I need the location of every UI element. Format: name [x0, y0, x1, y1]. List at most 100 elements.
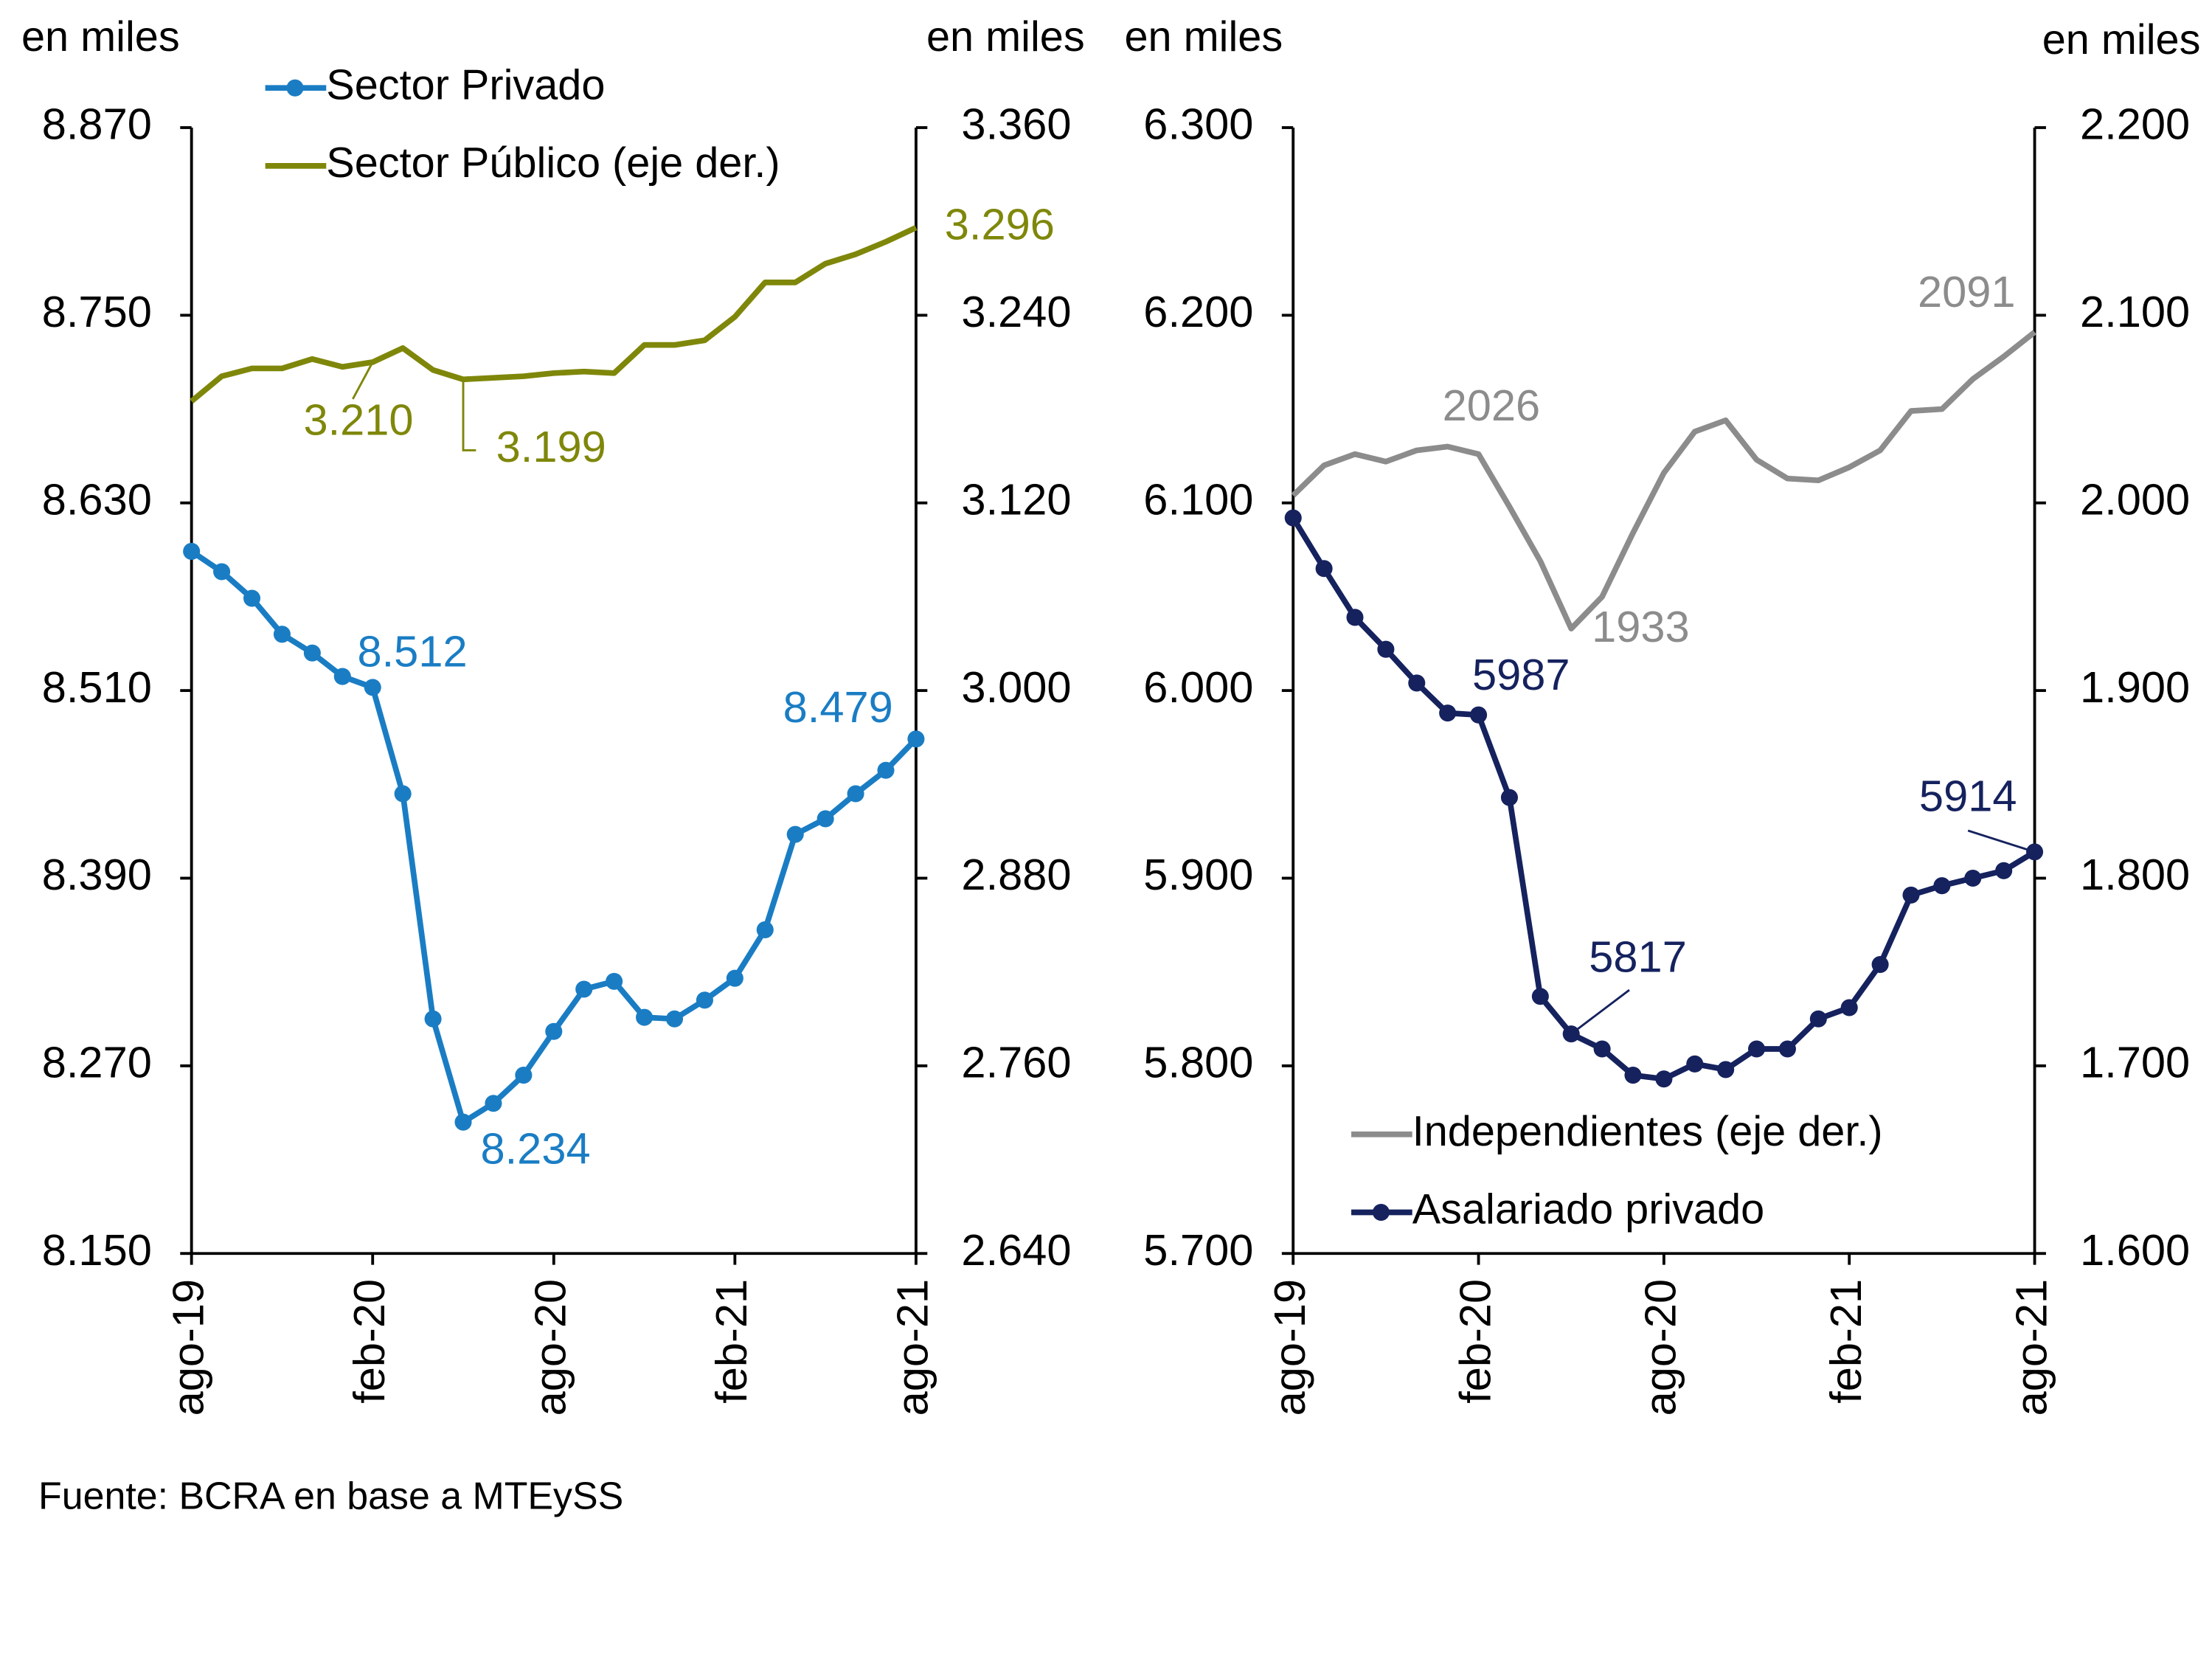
data-point: [1902, 886, 1920, 904]
data-point: [696, 991, 713, 1009]
y2-tick-label: 3.240: [961, 287, 1071, 336]
data-label: 5987: [1472, 650, 1570, 699]
y-tick-label: 8.630: [42, 474, 152, 524]
label-leader: [352, 361, 374, 400]
x-tick-label: ago-21: [2006, 1279, 2056, 1416]
data-point: [424, 1010, 442, 1028]
legend-marker: [286, 79, 304, 97]
data-point: [1470, 706, 1488, 724]
data-point: [907, 730, 925, 748]
data-point: [333, 668, 351, 685]
data-point: [273, 626, 291, 643]
data-point: [1346, 609, 1364, 626]
data-point: [213, 563, 231, 581]
data-point: [756, 921, 774, 938]
label-leader: [1570, 988, 1630, 1035]
data-label: 3.199: [496, 422, 606, 471]
y-tick-label: 5.900: [1143, 850, 1253, 899]
data-point: [183, 542, 201, 560]
x-tick-label: feb-21: [707, 1279, 756, 1404]
data-point: [636, 1008, 653, 1026]
y2-tick-label: 2.100: [2080, 287, 2190, 336]
data-point: [1871, 955, 1889, 974]
data-point: [545, 1022, 563, 1040]
data-point: [847, 785, 864, 803]
y2-tick-label: 3.360: [961, 100, 1071, 149]
data-point: [1284, 509, 1302, 527]
x-tick-label: ago-19: [163, 1279, 212, 1416]
y2-tick-label: 2.200: [2080, 100, 2190, 149]
y-tick-label: 5.800: [1143, 1038, 1253, 1087]
legend-label: Independientes (eje der.): [1412, 1108, 1883, 1155]
data-point: [485, 1095, 502, 1112]
x-tick-label: feb-21: [1821, 1279, 1871, 1404]
data-label: 3.210: [303, 395, 413, 444]
data-point: [454, 1113, 472, 1131]
y2-tick-label: 1.700: [2080, 1038, 2190, 1087]
data-label: 2091: [1918, 267, 2016, 316]
y2-axis-title: en miles: [2042, 16, 2201, 63]
y2-tick-label: 2.760: [961, 1038, 1071, 1087]
data-point: [1655, 1070, 1673, 1088]
y2-tick-label: 2.880: [961, 850, 1071, 899]
data-point: [1778, 1040, 1796, 1058]
data-label: 5914: [1919, 771, 2017, 820]
y2-tick-label: 3.000: [961, 662, 1071, 712]
line-series: [190, 225, 918, 404]
data-label: 1933: [1592, 602, 1690, 651]
data-label: 2026: [1443, 381, 1541, 430]
y-tick-label: 5.700: [1143, 1225, 1253, 1275]
data-point: [1439, 704, 1457, 722]
data-point: [1717, 1061, 1735, 1078]
y2-tick-label: 2.640: [961, 1225, 1071, 1275]
data-point: [515, 1067, 533, 1084]
data-point: [394, 785, 412, 803]
data-label: 8.512: [358, 626, 468, 676]
y-axis-title: en miles: [1124, 13, 1283, 60]
y-axis-title: en miles: [21, 13, 180, 60]
data-point: [786, 825, 804, 843]
y2-tick-label: 3.120: [961, 474, 1071, 524]
label-leader: [1967, 829, 2035, 853]
data-point: [1840, 999, 1858, 1016]
y-tick-label: 6.000: [1143, 662, 1253, 712]
x-tick-label: feb-20: [344, 1279, 394, 1404]
data-point: [1964, 869, 1982, 887]
data-point: [877, 761, 895, 779]
y-tick-label: 8.750: [42, 287, 152, 336]
y-tick-label: 6.200: [1143, 287, 1253, 336]
data-point: [817, 810, 834, 828]
data-point: [303, 644, 321, 662]
y-tick-label: 6.100: [1143, 474, 1253, 524]
x-tick-label: feb-20: [1450, 1279, 1499, 1404]
data-point: [364, 679, 381, 696]
legend-label: Sector Privado: [326, 61, 605, 108]
legend-label: Sector Público (eje der.): [326, 139, 780, 187]
y2-tick-label: 1.800: [2080, 850, 2190, 899]
x-tick-label: ago-20: [526, 1279, 575, 1416]
data-label: 3.296: [945, 199, 1055, 249]
y-tick-label: 8.870: [42, 100, 152, 149]
data-point: [606, 972, 623, 990]
data-point: [1500, 789, 1518, 806]
data-point: [1408, 674, 1426, 692]
data-point: [1809, 1010, 1827, 1028]
data-point: [1995, 862, 2013, 879]
legend-label: Asalariado privado: [1412, 1186, 1765, 1233]
y-tick-label: 8.390: [42, 850, 152, 899]
x-tick-label: ago-20: [1636, 1279, 1685, 1416]
y-tick-label: 8.510: [42, 662, 152, 712]
data-point: [243, 589, 261, 607]
x-tick-label: ago-19: [1265, 1279, 1314, 1416]
data-label: 5817: [1589, 932, 1687, 981]
y-tick-label: 8.270: [42, 1038, 152, 1087]
data-point: [665, 1010, 684, 1028]
data-point: [1315, 560, 1333, 578]
y2-tick-label: 1.600: [2080, 1225, 2190, 1275]
data-point: [1748, 1040, 1766, 1058]
y2-tick-label: 2.000: [2080, 474, 2190, 524]
data-point: [726, 969, 743, 987]
data-point: [1686, 1055, 1704, 1073]
